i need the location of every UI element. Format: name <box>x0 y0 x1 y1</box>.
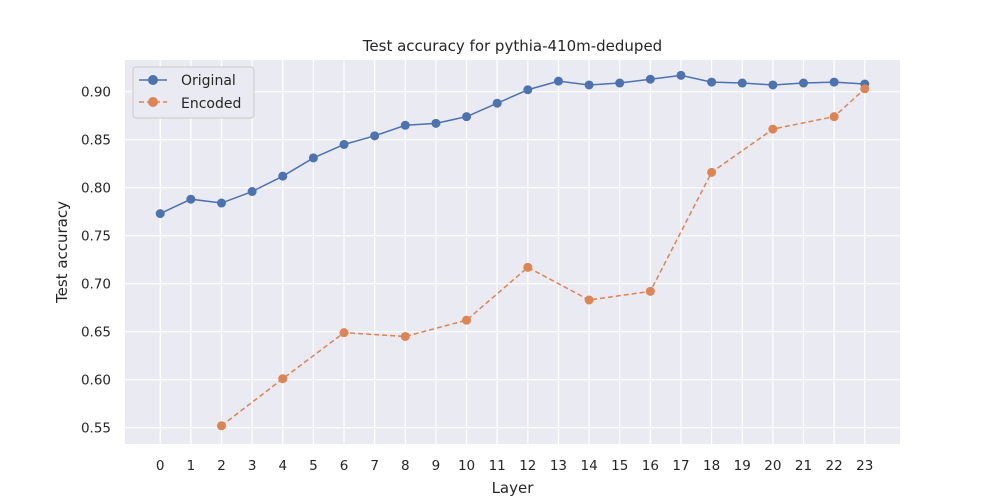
x-tick-label: 10 <box>458 458 475 474</box>
series-line-original <box>159 74 865 215</box>
x-tick-label: 20 <box>764 458 781 474</box>
data-point-original <box>584 80 594 90</box>
data-point-original <box>431 118 441 128</box>
legend-label-encoded: Encoded <box>181 96 241 112</box>
data-point-encoded <box>339 328 349 338</box>
data-point-original <box>247 187 257 197</box>
x-tick-label: 21 <box>795 458 812 474</box>
data-point-original <box>676 70 686 80</box>
data-point-encoded <box>768 124 778 134</box>
data-point-original <box>370 131 380 141</box>
x-tick-label: 16 <box>642 458 659 474</box>
data-point-original <box>278 171 288 181</box>
data-point-original <box>645 74 655 84</box>
x-tick-label: 2 <box>217 458 226 474</box>
x-tick-label: 12 <box>519 458 536 474</box>
series-line-encoded <box>221 88 866 427</box>
x-tick-labels: 0 1 2 3 4 5 6 7 8 9 10 11 12 13 14 15 16 17 18 19 20 21 22 23 <box>156 458 873 474</box>
y-tick-label: 0.55 <box>81 421 111 437</box>
data-point-encoded <box>216 421 226 431</box>
x-tick-label: 5 <box>309 458 318 474</box>
x-tick-label: 15 <box>611 458 628 474</box>
data-point-original <box>799 78 809 88</box>
x-tick-label: 17 <box>672 458 689 474</box>
data-point-original <box>462 112 472 122</box>
x-tick-label: 8 <box>401 458 410 474</box>
data-point-original <box>829 77 839 87</box>
legend-label-original: Original <box>181 73 236 89</box>
x-tick-label: 3 <box>248 458 257 474</box>
data-point-encoded <box>707 167 717 177</box>
series-layer <box>155 70 870 431</box>
y-tick-label: 0.65 <box>81 325 111 341</box>
y-tick-label: 0.70 <box>81 277 111 293</box>
data-point-original <box>186 194 196 204</box>
data-point-encoded <box>278 374 288 384</box>
data-point-encoded <box>860 84 870 94</box>
x-tick-label: 13 <box>550 458 567 474</box>
x-tick-label: 9 <box>432 458 441 474</box>
y-tick-label: 0.90 <box>81 85 111 101</box>
data-point-original <box>216 198 226 208</box>
data-point-original <box>339 139 349 149</box>
data-point-encoded <box>523 262 533 272</box>
data-point-encoded <box>584 295 594 305</box>
chart-title: Test accuracy for pythia-410m-deduped <box>362 37 662 55</box>
x-tick-label: 0 <box>156 458 165 474</box>
data-point-original <box>707 77 717 87</box>
legend: Original Encoded <box>132 66 255 119</box>
data-point-encoded <box>645 286 655 296</box>
data-point-original <box>737 78 747 88</box>
data-point-original <box>768 80 778 90</box>
data-point-original <box>400 120 410 130</box>
x-tick-label: 22 <box>826 458 843 474</box>
y-tick-labels: 0.55 0.60 0.65 0.70 0.75 0.80 0.85 0.90 <box>81 85 111 437</box>
y-tick-label: 0.85 <box>81 133 111 149</box>
data-point-encoded <box>462 315 472 325</box>
y-tick-label: 0.80 <box>81 181 111 197</box>
x-tick-label: 11 <box>489 458 506 474</box>
x-tick-label: 7 <box>370 458 379 474</box>
x-tick-label: 18 <box>703 458 720 474</box>
x-tick-label: 4 <box>278 458 287 474</box>
data-point-original <box>553 76 563 86</box>
y-tick-label: 0.75 <box>81 229 111 245</box>
legend-marker-encoded <box>148 97 158 107</box>
x-tick-label: 23 <box>856 458 873 474</box>
x-tick-label: 1 <box>187 458 196 474</box>
data-point-original <box>615 78 625 88</box>
x-tick-label: 14 <box>580 458 597 474</box>
data-point-original <box>308 153 318 163</box>
y-tick-label: 0.60 <box>81 373 111 389</box>
y-axis-label: Test accuracy <box>53 201 71 304</box>
data-point-encoded <box>400 331 410 341</box>
data-point-encoded <box>829 112 839 122</box>
x-tick-label: 19 <box>734 458 751 474</box>
x-tick-label: 6 <box>340 458 349 474</box>
data-point-original <box>523 85 533 95</box>
data-point-original <box>155 209 165 219</box>
data-point-original <box>492 98 502 108</box>
x-axis-label: Layer <box>492 479 535 497</box>
legend-marker-original <box>148 75 158 85</box>
